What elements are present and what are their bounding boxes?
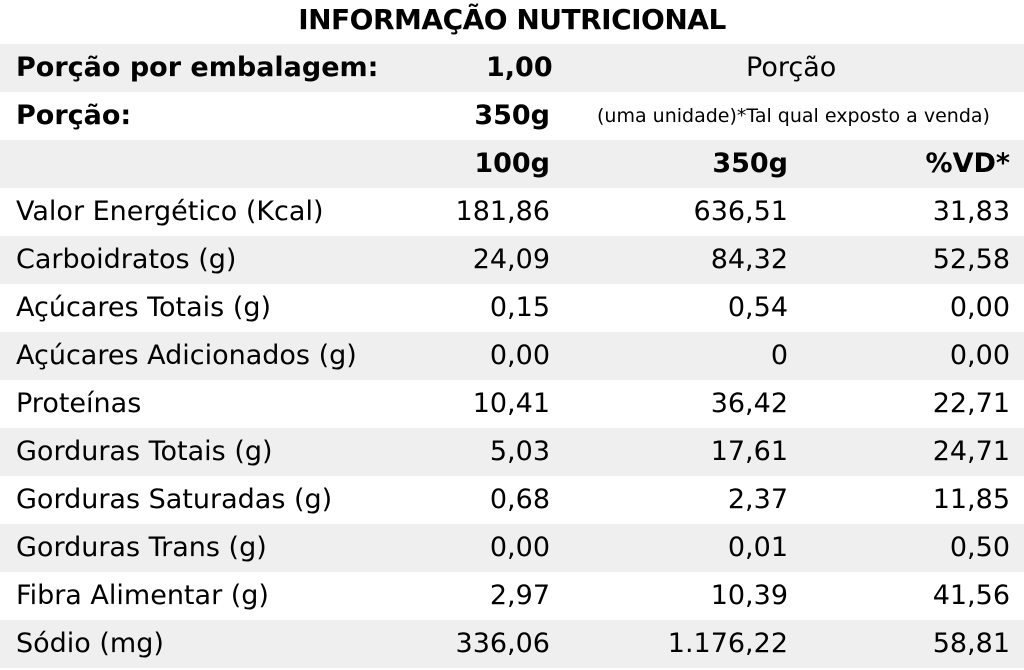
nutrient-name: Gorduras Trans (g) [16,532,267,563]
value-per-100g: 2,97 [489,580,550,611]
value-daily-percent: 0,00 [949,340,1010,371]
nutrient-name: Açúcares Totais (g) [16,292,272,323]
portion-row: Porção: 350g (uma unidade)*Tal qual expo… [0,92,1024,140]
table-row: Carboidratos (g) 24,09 84,32 52,58 [0,236,1024,284]
nutrient-name: Gorduras Saturadas (g) [16,484,333,515]
value-daily-percent: 22,71 [932,388,1010,419]
servings-label: Porção por embalagem: [16,52,379,83]
nutrient-name: Proteínas [16,388,142,419]
nutrient-name: Fibra Alimentar (g) [16,580,269,611]
nutrient-name: Valor Energético (Kcal) [16,196,324,227]
value-per-portion: 0,54 [727,292,788,323]
nutrient-name: Carboidratos (g) [16,244,237,275]
table-row: Açúcares Totais (g) 0,15 0,54 0,00 [0,284,1024,332]
portion-label: Porção: [16,100,132,131]
value-per-100g: 5,03 [489,436,550,467]
value-per-portion: 17,61 [710,436,788,467]
table-row: Gorduras Saturadas (g) 0,68 2,37 11,85 [0,476,1024,524]
value-per-100g: 10,41 [472,388,550,419]
value-per-portion: 10,39 [710,580,788,611]
portion-value: 350g [474,100,550,131]
column-header-row: 100g 350g %VD* [0,140,1024,188]
value-per-portion: 36,42 [710,388,788,419]
value-daily-percent: 24,71 [932,436,1010,467]
table-row: Sódio (mg) 336,06 1.176,22 58,81 [0,620,1024,668]
column-header-100g: 100g [474,148,550,179]
value-per-100g: 0,00 [489,532,550,563]
value-per-portion: 1.176,22 [667,628,788,659]
value-daily-percent: 41,56 [932,580,1010,611]
column-header-vd: %VD* [925,148,1010,179]
servings-value: 1,00 [486,52,553,83]
value-per-portion: 0,01 [727,532,788,563]
table-row: Valor Energético (Kcal) 181,86 636,51 31,83 [0,188,1024,236]
value-per-portion: 84,32 [710,244,788,275]
nutrient-name: Sódio (mg) [16,628,164,659]
value-per-100g: 0,15 [489,292,550,323]
nutrition-title: INFORMAÇÃO NUTRICIONAL [298,3,726,36]
value-daily-percent: 0,00 [949,292,1010,323]
table-row: Fibra Alimentar (g) 2,97 10,39 41,56 [0,572,1024,620]
value-per-100g: 24,09 [472,244,550,275]
nutrient-name: Açúcares Adicionados (g) [16,340,357,371]
value-daily-percent: 52,58 [932,244,1010,275]
value-daily-percent: 31,83 [932,196,1010,227]
value-per-100g: 336,06 [455,628,550,659]
servings-row: Porção por embalagem: 1,00 Porção [0,44,1024,92]
value-per-100g: 0,00 [489,340,550,371]
value-per-portion: 636,51 [693,196,788,227]
nutrient-name: Gorduras Totais (g) [16,436,273,467]
value-per-100g: 0,68 [489,484,550,515]
value-daily-percent: 11,85 [932,484,1010,515]
value-daily-percent: 58,81 [932,628,1010,659]
value-daily-percent: 0,50 [949,532,1010,563]
portion-heading: Porção [746,52,837,83]
value-per-portion: 0 [770,340,788,371]
value-per-portion: 2,37 [727,484,788,515]
table-row: Gorduras Trans (g) 0,00 0,01 0,50 [0,524,1024,572]
table-row: Açúcares Adicionados (g) 0,00 0 0,00 [0,332,1024,380]
value-per-100g: 181,86 [455,196,550,227]
portion-note: (uma unidade)*Tal qual exposto a venda) [597,105,990,127]
column-header-portion: 350g [712,148,788,179]
table-row: Proteínas 10,41 36,42 22,71 [0,380,1024,428]
table-row: Gorduras Totais (g) 5,03 17,61 24,71 [0,428,1024,476]
